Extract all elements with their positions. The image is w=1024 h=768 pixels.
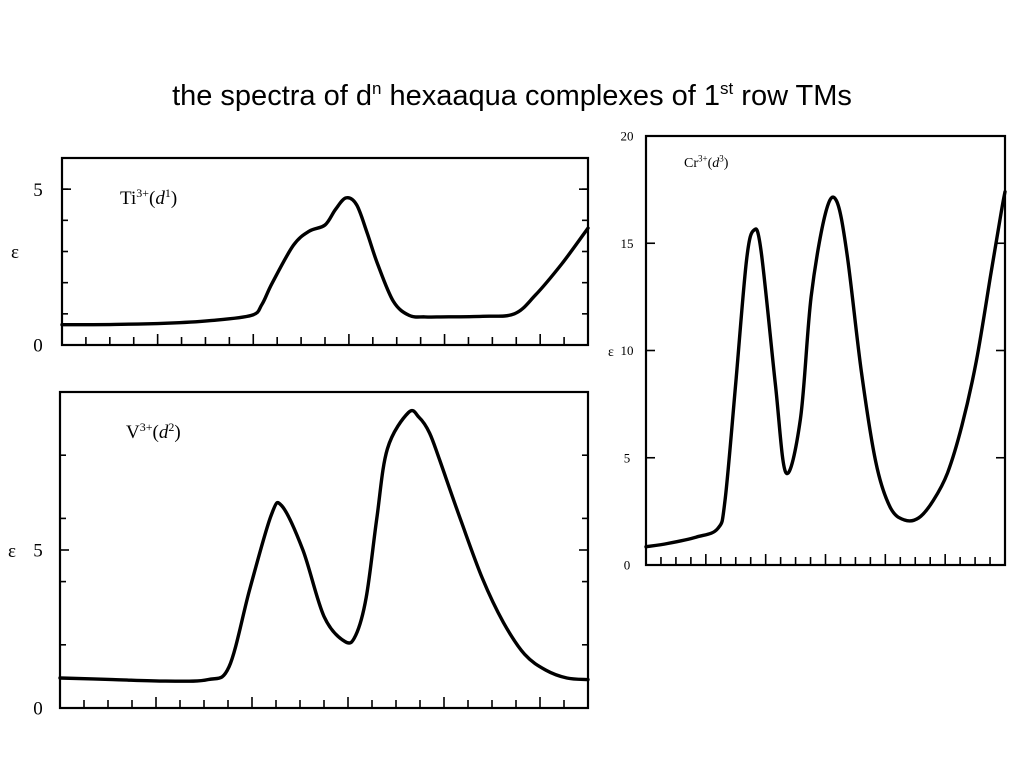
series-label: Ti3+(d1) [120, 186, 177, 209]
absorption-curve [58, 408, 590, 683]
y-axis-label: ε [8, 541, 16, 562]
y-tick-label: 15 [621, 236, 634, 251]
y-tick-label: 5 [624, 450, 631, 465]
plot-frame [644, 134, 1007, 567]
y-axis-label: ε [608, 345, 614, 360]
y-tick-label: 0 [624, 558, 631, 573]
y-axis-label: ε [11, 242, 19, 263]
chart-3: 0 5 10 15 20 ε Cr3+(d3) [608, 129, 1007, 573]
y-tick-label: 0 [33, 336, 43, 357]
series-label: Cr3+(d3) [684, 154, 729, 171]
series-label: V3+(d2) [126, 420, 181, 443]
y-tick-label: 20 [621, 129, 634, 144]
chart-1: 0 5 ε Ti3+(d1) [11, 156, 590, 357]
y-tick-label: 5 [33, 180, 43, 201]
y-tick-label: 5 [33, 541, 43, 562]
chart-2: 0 5ε V3+(d2) [8, 390, 590, 720]
absorption-curve [644, 190, 1007, 549]
absorption-curve [60, 196, 590, 327]
slide-title: the spectra of dn hexaaqua complexes of … [172, 79, 852, 112]
y-tick-label: 10 [621, 343, 634, 358]
y-tick-label: 0 [33, 699, 43, 720]
